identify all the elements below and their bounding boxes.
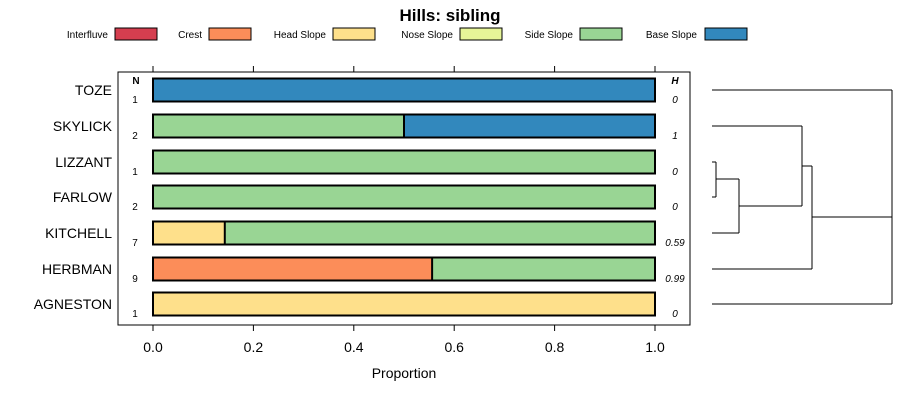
bar-outline: [152, 184, 656, 210]
legend-swatch: [332, 27, 376, 41]
bars: [152, 77, 656, 317]
x-axis-title: Proportion: [372, 365, 437, 381]
dendrogram: [712, 89, 893, 305]
legend-swatch: [579, 27, 623, 41]
n-column-header: N: [132, 76, 139, 87]
bar-outline: [152, 149, 656, 175]
x-tick-label: 0.6: [444, 339, 464, 355]
n-value: 1: [132, 309, 138, 320]
n-value: 2: [132, 131, 138, 142]
h-value: 0: [672, 167, 678, 178]
legend-swatch: [208, 27, 252, 41]
x-axis: 0.0 0.2 0.4 0.6 0.8 1.0: [143, 325, 665, 355]
n-value: 7: [132, 238, 138, 249]
legend-label: Crest: [178, 30, 202, 41]
x-tick-label: 0.4: [344, 339, 364, 355]
bar-segment: [153, 292, 655, 316]
bar-outline: [152, 77, 656, 103]
legend-label: Interfluve: [67, 30, 109, 41]
n-value: 9: [132, 274, 138, 285]
x-tick-label: 0.0: [143, 339, 163, 355]
legend-label: Base Slope: [646, 30, 698, 41]
bar-segment: [224, 221, 655, 245]
dendrogram-branch: [712, 89, 893, 305]
bar-segment: [153, 221, 225, 245]
h-value: 0: [672, 95, 678, 106]
x-tick-label: 1.0: [645, 339, 665, 355]
bar-segment: [404, 114, 655, 138]
category-labels: TOZE 1 0 SKYLICK 2 1 LIZZANT 1 0 FARLOW 2 0 KITCHELL…: [34, 82, 685, 320]
h-value: 0.59: [665, 238, 685, 249]
bar-outline: [152, 256, 656, 282]
bar-segment: [153, 114, 404, 138]
h-value: 0.99: [665, 274, 685, 285]
bar-outline: [152, 113, 656, 139]
dendrogram-branch: [712, 161, 717, 198]
bar-segment: [153, 78, 655, 102]
bar-segment: [153, 257, 433, 281]
dendrogram-branch: [712, 125, 803, 207]
h-value: 0: [672, 202, 678, 213]
h-column-header: H: [671, 76, 679, 87]
bar-segment: [153, 185, 655, 209]
legend-swatch: [459, 27, 503, 41]
category-label: SKYLICK: [53, 118, 113, 134]
legend-swatch: [114, 27, 158, 41]
category-label: TOZE: [75, 82, 112, 98]
bar-outline: [152, 291, 656, 317]
top-axis-ticks: [152, 66, 656, 72]
category-label: FARLOW: [53, 189, 113, 205]
legend: Interfluve Crest Head Slope Nose Slope Side …: [67, 27, 748, 41]
bar-segment: [153, 150, 655, 174]
category-label: AGNESTON: [34, 296, 112, 312]
legend-swatch: [704, 27, 748, 41]
x-tick-label: 0.2: [244, 339, 264, 355]
category-label: HERBMAN: [42, 261, 112, 277]
dendrogram-branch: [712, 165, 813, 270]
n-value: 2: [132, 202, 138, 213]
x-tick-label: 0.8: [545, 339, 565, 355]
bar-segment: [432, 257, 655, 281]
legend-label: Head Slope: [274, 30, 327, 41]
legend-label: Nose Slope: [401, 30, 453, 41]
category-label: LIZZANT: [55, 154, 112, 170]
h-value: 0: [672, 309, 678, 320]
bar-outline: [152, 220, 656, 246]
n-value: 1: [132, 95, 138, 106]
h-value: 1: [672, 131, 678, 142]
legend-label: Side Slope: [525, 30, 574, 41]
chart-title: Hills: sibling: [399, 6, 500, 25]
category-label: KITCHELL: [45, 225, 112, 241]
plot-frame: [117, 71, 691, 326]
n-value: 1: [132, 167, 138, 178]
